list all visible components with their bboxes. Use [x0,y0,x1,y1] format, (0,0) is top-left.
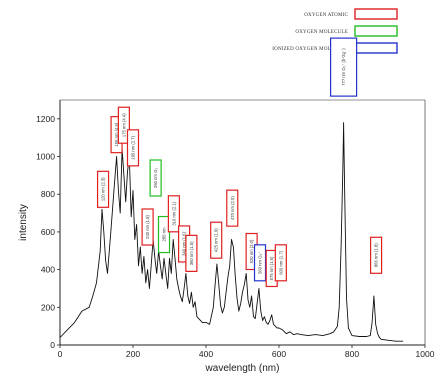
peak-annotation-label: 777 nm O₂⁺ (b⁴Σg⁻) [341,48,346,86]
x-tick-label: 600 [272,349,286,359]
peak-annotation-box [117,106,130,144]
x-tick-label: 800 [345,349,359,359]
peak-annotation-label: 600 nm (1.7) [278,250,283,274]
peak-annotation-label: 285 nm [162,227,167,241]
peak-annotation-box [185,234,198,272]
peak-annotation-box [167,195,180,233]
peak-annotation-label: 195 nm (2.7) [131,135,136,159]
peak-annotations: 120 nm (2.3) 155 nm (4.5) 175 nm (4.4) 195 … [96,37,383,288]
peak-annotation: 260 nm O₂ [149,159,162,197]
peak-annotation-box [274,244,287,282]
x-tick-label: 200 [126,349,140,359]
x-axis-title: wavelength (nm) [205,363,280,374]
peak-annotation: 866 nm (1.8) [369,236,383,274]
peak-annotation: 285 nm [157,215,171,254]
legend-label: IONIZED OXYGEN MOLECULE [272,47,348,52]
peak-annotation: 240 nm (1.8) [141,208,154,246]
y-tick-label: 200 [41,302,55,312]
peak-annotation-label: 360 nm (1.5) [189,241,194,265]
peak-annotation-label: 560 nm O₂⁺ [258,252,263,274]
peak-annotation-box [141,208,154,246]
x-tick-label: 0 [58,349,63,359]
legend-entry: OXYGEN MOLECULE [295,25,398,37]
peak-annotation-label: 520 nm (2.0) [249,239,254,263]
y-tick-label: 600 [41,227,55,237]
y-tick-label: 1200 [36,114,55,124]
peak-annotation-label: 470 nm (2.0) [230,196,235,220]
x-tick-label: 400 [199,349,213,359]
peak-annotation-label: 260 nm O₂ [153,168,158,188]
peak-annotation-label: 120 nm (2.3) [101,177,106,201]
x-ticks: 0 200 400 600 800 1000 [58,345,435,359]
peak-annotation: 425 nm (1.9) [210,221,223,259]
peak-annotation-box [369,236,383,274]
peak-annotation-box [149,159,162,197]
legend-entry: OXYGEN ATOMIC [304,8,398,20]
peak-annotation-label: 240 nm (1.8) [145,215,150,239]
plot-area: 0 200 400 600 800 1000 020040060080010001200 … [36,37,435,359]
peak-annotation: 310 nm (2.1) [167,195,180,233]
y-tick-label: 1000 [36,152,55,162]
peak-annotation: 560 nm O₂⁺ [253,244,267,282]
legend-swatch [354,8,398,20]
peak-annotation-box [126,129,140,167]
peak-annotation-box [330,37,358,97]
y-tick-label: 400 [41,265,55,275]
peak-annotation: 777 nm O₂⁺ (b⁴Σg⁻) [330,37,358,97]
y-ticks: 0 200 400 600 800 1000 1200 [36,114,60,350]
legend-swatch [354,25,398,37]
peak-annotation: 600 nm (1.7) [274,244,287,282]
peak-annotation: 175 nm (4.4) [117,106,130,144]
legend: OXYGEN ATOMIC OXYGEN MOLECULE IONIZED OXYG… [272,8,398,54]
peak-annotation-label: 575 nm (1.6) [269,256,274,280]
peak-annotation: 120 nm (2.3) [96,170,110,208]
spectrum-line [59,122,404,342]
peak-annotation-label: 155 nm (4.5) [114,122,119,146]
peak-annotation-box [157,215,171,254]
peak-annotation-label: 866 nm (1.8) [374,243,379,267]
y-tick-label: 800 [41,189,55,199]
peak-annotation: 195 nm (2.7) [126,129,140,167]
peak-annotation-box [96,170,110,208]
legend-label: OXYGEN ATOMIC [304,13,348,18]
y-tick-label: 0 [50,340,55,350]
peak-annotation-box [210,221,223,259]
peak-annotation-box [226,189,239,227]
peak-annotation-label: 425 nm (1.9) [214,228,219,252]
peak-annotation-label: 175 nm (4.4) [121,113,126,137]
legend-label: OXYGEN MOLECULE [295,30,348,35]
peak-annotation-label: 340 nm (1.6) [182,231,187,255]
y-axis-title: intensity [18,204,29,241]
x-tick-label: 1000 [416,349,435,359]
peak-annotation-box [253,244,267,282]
peak-annotation-label: 310 nm (2.1) [171,201,176,225]
peak-annotation: 360 nm (1.5) [185,234,198,272]
peak-annotation: 470 nm (2.0) [226,189,239,227]
